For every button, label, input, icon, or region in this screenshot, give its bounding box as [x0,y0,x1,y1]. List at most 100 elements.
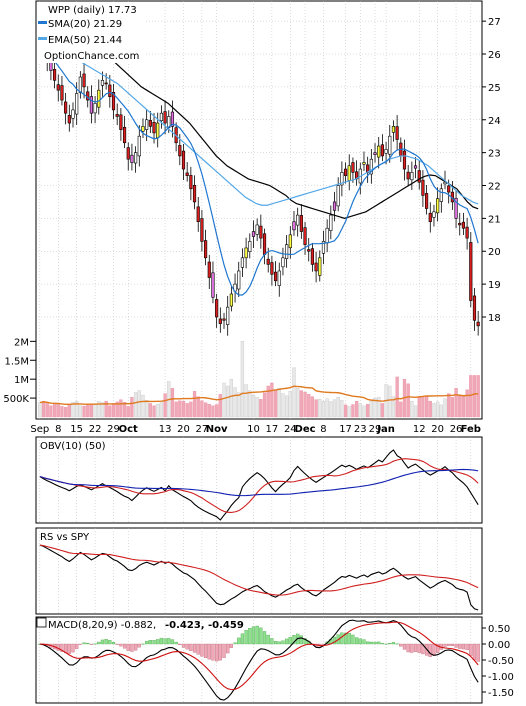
volume-bar [86,404,90,418]
volume-bar [262,392,267,418]
candle-body [52,69,57,81]
volume-bar [145,400,149,418]
volume-bar [108,405,112,418]
candle-body [413,165,418,169]
volume-bar [189,401,193,418]
volume-bar [458,394,462,418]
candle-body [178,145,182,157]
macd-signal-line [39,621,479,691]
volume-bar [259,399,263,418]
volume-bar [417,396,421,418]
chart-title: WPP (daily) 17.73 [48,5,137,16]
x-tick-label: 22 [89,424,102,435]
candle-body [248,241,252,252]
macd-histogram-bar [285,638,289,645]
candle-body [192,184,197,203]
candle-body [130,154,134,163]
volume-bar [218,394,222,418]
candle-body [185,172,189,176]
volume-bar [277,388,281,418]
volume-bar [340,400,344,418]
volume-bar [159,402,164,418]
macd-signal-value: -0.423, [165,620,205,631]
macd-hist-value: -0.459 [208,620,244,631]
volume-bar [273,390,278,418]
macd-histogram-bar [343,632,348,645]
macd-y-tick-label: 0.00 [488,640,510,651]
candle-body [60,85,64,101]
candle-body [421,179,425,196]
volume-bar [292,367,296,418]
macd-histogram-bar [388,643,392,645]
y-tick-label: 20 [488,247,501,258]
volume-bar [388,385,392,418]
macd-histogram-bar [436,643,440,653]
macd-histogram-bar [170,639,175,645]
volume-bar [45,403,49,418]
macd-histogram-bar [111,642,116,645]
volume-bar [174,401,178,418]
y-tick-label: 25 [488,83,501,94]
volume-bar [296,388,300,418]
volume-bar [266,385,270,418]
x-tick-label: 27 [196,424,209,435]
candle-body [384,149,388,154]
macd-histogram-bar [251,626,256,645]
volume-bar [321,400,326,418]
macd-histogram-bar [454,643,458,648]
obv-panel-frame [35,436,483,524]
volume-bar [248,390,252,418]
volume-y-tick-label: 1M [14,375,29,386]
x-tick-label: 13 [159,424,172,435]
macd-histogram-bar [358,638,362,645]
volume-bar [196,396,200,418]
macd-histogram-bar [104,639,108,645]
volume-bar [288,391,292,418]
macd-histogram-bar [369,641,373,645]
volume-bar [60,406,64,418]
candle-body [388,135,392,155]
volume-bar [332,399,337,418]
macd-histogram-bar [380,643,385,645]
volume-bar [428,400,432,418]
volume-bar [476,375,480,418]
macd-histogram-bar [447,643,451,646]
macd-y-tick-label: 0.50 [488,624,510,635]
x-tick-label: 17 [266,424,279,435]
volume-bar [450,397,454,418]
source-label: OptionChance.com [44,51,139,62]
candle-body [200,218,204,242]
candle-body [318,257,322,276]
macd-histogram-bar [156,639,160,645]
y-tick-label: 27 [488,17,501,28]
candle-body [159,112,163,121]
macd-histogram-bar [377,641,381,645]
volume-y-tick-label: 1.5M [4,356,29,367]
candle-body [303,227,307,245]
obv-ma50-line [39,468,479,497]
volume-bar [119,399,123,418]
macd-histogram-bar [108,640,112,645]
macd-histogram-bar [366,641,370,645]
candle-body [82,73,86,88]
candle-body [93,103,97,114]
candle-body [465,226,469,239]
macd-histogram-bar [476,643,480,662]
x-tick-label: 29 [107,424,120,435]
macd-histogram-bar [185,643,189,650]
candle-body [377,145,381,158]
x-tick-label: Feb [461,424,481,435]
volume-bar [285,395,289,418]
macd-histogram-bar [78,643,82,645]
candle-body [307,249,311,252]
volume-bar [207,403,211,418]
volume-bar [141,394,145,418]
macd-histogram-bar [211,643,215,661]
volume-bar [82,405,86,418]
candle-body [148,120,152,127]
ema-legend-swatch [38,37,47,40]
macd-histogram-bar [196,643,200,655]
rs-line [39,544,479,611]
candle-body [156,122,160,139]
volume-bar [454,388,458,418]
